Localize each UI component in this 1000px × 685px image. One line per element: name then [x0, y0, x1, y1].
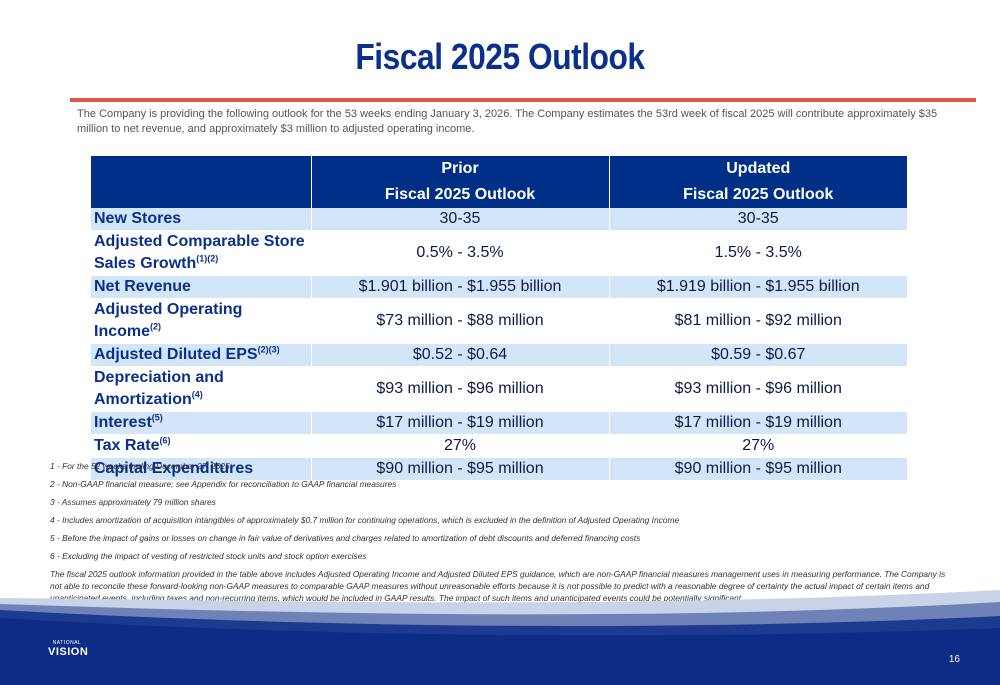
updated-value: $90 million - $95 million [608, 457, 907, 481]
prior-value: 27% [310, 434, 609, 458]
header-updated: Updated Fiscal 2025 Outlook [608, 156, 907, 208]
row-label-text: Tax Rate [94, 437, 160, 454]
outlook-table: Prior Fiscal 2025 Outlook Updated Fiscal… [91, 156, 907, 481]
logo-line1: NATIONAL [52, 640, 82, 646]
table-row: Adjusted Operating Income(2) $73 million… [91, 298, 907, 344]
updated-value: $93 million - $96 million [608, 366, 907, 412]
updated-value: 27% [608, 434, 907, 458]
row-label-line1: Adjusted Comparable Store [94, 233, 305, 250]
updated-value: $81 million - $92 million [608, 298, 907, 344]
updated-value: $0.59 - $0.67 [608, 343, 907, 367]
header-prior-line1: Prior [441, 160, 479, 177]
table-row: New Stores 30-35 30-35 [91, 208, 907, 231]
footnote-ref: (4) [191, 389, 203, 400]
national-vision-logo: NATIONAL VISION [48, 636, 89, 670]
footnote-6: 6 - Excluding the impact of vesting of r… [50, 551, 367, 561]
row-label-net-revenue: Net Revenue [91, 275, 311, 299]
row-label-interest: Interest(5) [91, 411, 311, 435]
row-label-line2: Amortization [94, 391, 192, 408]
updated-value: $17 million - $19 million [608, 411, 907, 435]
row-label-adjusted-diluted-eps: Adjusted Diluted EPS(2)(3) [91, 343, 311, 367]
accent-rule [70, 98, 976, 102]
updated-value: $1.919 billion - $1.955 billion [608, 275, 907, 299]
table-row: Tax Rate(6) 27% 27% [91, 434, 907, 458]
footnote-ref: (1)(2) [196, 253, 219, 264]
disclaimer: The fiscal 2025 outlook information prov… [50, 569, 946, 603]
prior-value: $1.901 billion - $1.955 billion [310, 275, 609, 299]
header-updated-line2: Fiscal 2025 Outlook [683, 186, 834, 203]
prior-value: $17 million - $19 million [310, 411, 609, 435]
header-updated-line1: Updated [726, 160, 791, 177]
prior-value: $93 million - $96 million [310, 366, 609, 412]
prior-value: $90 million - $95 million [310, 457, 609, 481]
header-prior-line2: Fiscal 2025 Outlook [384, 186, 536, 203]
footer-swoosh [0, 590, 1000, 685]
header-blank-cell [91, 156, 311, 208]
footnote-ref: (6) [159, 435, 171, 446]
footnotes: 1 - For the 52 weeks ending December 27,… [50, 460, 950, 604]
footnote-4: 4 - Includes amortization of acquisition… [50, 515, 680, 525]
row-label-line1: Depreciation and [94, 369, 224, 386]
row-label-text: Adjusted Diluted EPS [94, 346, 258, 363]
page-title: Fiscal 2025 Outlook [355, 36, 645, 77]
footnote-3: 3 - Assumes approximately 79 million sha… [50, 497, 216, 507]
row-label-tax-rate: Tax Rate(6) [91, 434, 311, 458]
row-label-new-stores: New Stores [91, 208, 311, 231]
footnote-1: 1 - For the 52 weeks ending December 27,… [50, 461, 230, 471]
prior-value: 0.5% - 3.5% [310, 230, 609, 276]
intro-text: The Company is providing the following o… [77, 108, 938, 135]
row-label-text: Capital Expenditures [94, 460, 254, 477]
table-row: Net Revenue $1.901 billion - $1.955 bill… [91, 275, 907, 299]
row-label-text: Adjusted Operating Income [94, 301, 243, 340]
row-label-text: Interest [94, 414, 152, 431]
prior-value: $0.52 - $0.64 [310, 343, 609, 367]
row-label-adjusted-operating-income: Adjusted Operating Income(2) [91, 298, 311, 344]
row-label-text: New Stores [94, 210, 182, 227]
row-label-line2: Sales Growth [94, 255, 197, 272]
footnote-5: 5 - Before the impact of gains or losses… [50, 533, 641, 543]
updated-value: 30-35 [608, 208, 907, 231]
row-label-capital-expenditures: Capital Expenditures [91, 457, 311, 481]
table-row: Depreciation and Amortization(4) $93 mil… [91, 366, 907, 412]
table-row: Capital Expenditures $90 million - $95 m… [91, 457, 907, 481]
prior-value: 30-35 [310, 208, 609, 231]
logo-line2: VISION [48, 646, 89, 658]
footnote-ref: (2)(3) [257, 344, 280, 355]
table-row: Adjusted Comparable Store Sales Growth(1… [91, 230, 907, 276]
row-label-depreciation-amortization: Depreciation and Amortization(4) [91, 366, 311, 412]
footnote-ref: (2) [150, 321, 162, 332]
table-row: Interest(5) $17 million - $19 million $1… [91, 411, 907, 435]
table-row: Adjusted Diluted EPS(2)(3) $0.52 - $0.64… [91, 343, 907, 367]
row-label-text: Net Revenue [94, 278, 191, 295]
updated-value: 1.5% - 3.5% [608, 230, 907, 276]
footnote-2: 2 - Non-GAAP financial measure; see Appe… [50, 479, 397, 489]
header-prior: Prior Fiscal 2025 Outlook [310, 156, 609, 208]
page-number: 16 [948, 654, 960, 665]
table-header-row: Prior Fiscal 2025 Outlook Updated Fiscal… [91, 156, 907, 208]
footnote-ref: (5) [151, 412, 163, 423]
prior-value: $73 million - $88 million [310, 298, 609, 344]
row-label-comparable-store-sales: Adjusted Comparable Store Sales Growth(1… [91, 230, 311, 276]
